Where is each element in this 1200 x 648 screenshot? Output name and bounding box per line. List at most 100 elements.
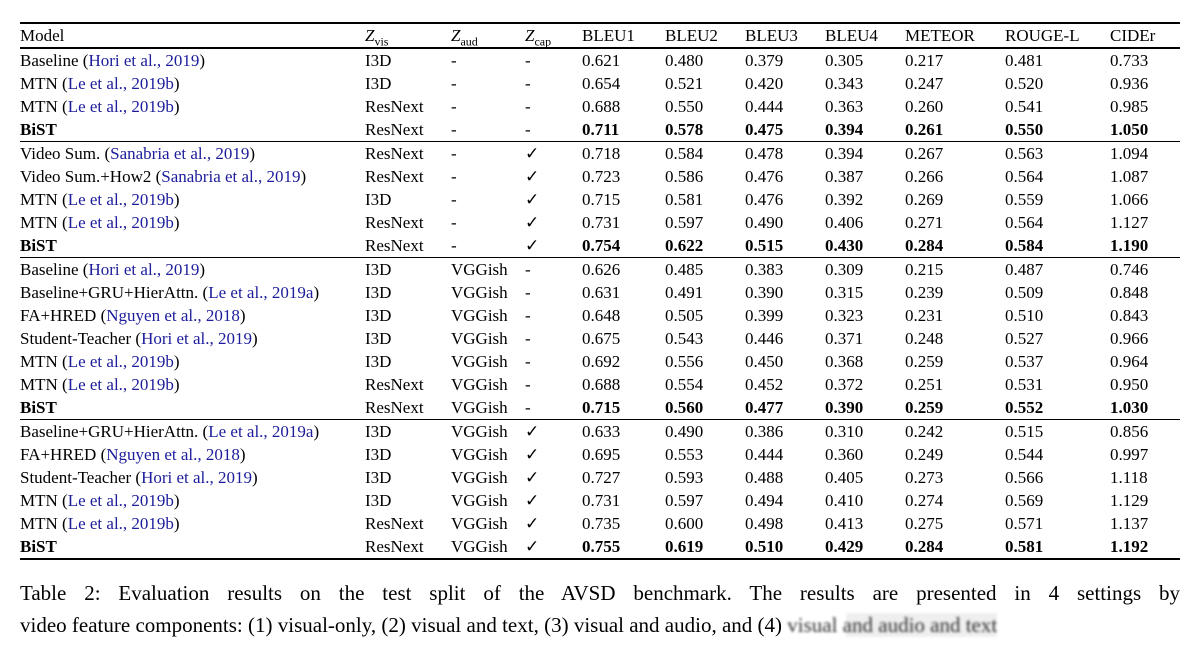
metric-value-cell: 0.274	[905, 490, 944, 510]
metric-value-cell: 0.480	[665, 50, 704, 70]
model-cell: Student-Teacher (Hori et al., 2019)	[20, 467, 258, 487]
metric-value-cell: 0.541	[1005, 96, 1044, 116]
zaud-cell: VGGish	[451, 328, 508, 348]
metric-value-cell: 0.310	[825, 421, 864, 441]
zaud-cell: VGGish	[451, 421, 508, 441]
table-row: BiST ResNext VGGish ✓ 0.755 0.619 0.510 0.429 0.…	[20, 535, 1180, 559]
metric-value-cell: 0.564	[1005, 212, 1044, 232]
citation-link[interactable]: Nguyen et al., 2018	[106, 305, 240, 325]
zvis-cell: ResNext	[365, 212, 424, 232]
table-row: MTN (Le et al., 2019b) ResNext - - 0.688 0.55…	[20, 95, 1180, 118]
metric-value-cell: 0.485	[665, 259, 704, 279]
metric-value-cell: 0.266	[905, 166, 944, 186]
metric-value-cell: 0.247	[905, 73, 944, 93]
citation-link[interactable]: Le et al., 2019b	[67, 212, 174, 232]
metric-value-cell: 0.856	[1110, 421, 1149, 441]
metric-value-cell: 0.586	[665, 166, 704, 186]
metric-value-cell: 0.394	[825, 119, 864, 139]
table-row: MTN (Le et al., 2019b) ResNext VGGish - 0.68…	[20, 373, 1180, 396]
metric-value-cell: 0.515	[745, 235, 784, 255]
zaud-cell: -	[451, 50, 457, 70]
citation-link[interactable]: Sanabria et al., 2019	[110, 143, 250, 163]
metric-value-cell: 0.273	[905, 467, 944, 487]
table-row: MTN (Le et al., 2019b) ResNext VGGish ✓ 0.73…	[20, 512, 1180, 535]
metric-value-cell: 0.593	[665, 467, 704, 487]
metric-value-cell: 0.498	[745, 513, 784, 533]
metric-value-cell: 0.481	[1005, 50, 1044, 70]
metric-value-cell: 0.556	[665, 351, 704, 371]
citation-link[interactable]: Hori et al., 2019	[88, 259, 200, 279]
metric-value-cell: 0.509	[1005, 282, 1044, 302]
citation-link[interactable]: Le et al., 2019b	[67, 189, 174, 209]
zvis-cell: I3D	[365, 490, 392, 510]
zcap-cell: -	[525, 96, 531, 116]
citation-link[interactable]: Le et al., 2019b	[67, 96, 174, 116]
citation-link[interactable]: Le et al., 2019b	[67, 73, 174, 93]
zvis-cell: ResNext	[365, 235, 424, 255]
citation-link[interactable]: Nguyen et al., 2018	[106, 444, 240, 464]
citation-link[interactable]: Hori et al., 2019	[141, 467, 253, 487]
metric-value-cell: 0.477	[745, 397, 784, 417]
zcap-cell: -	[525, 305, 531, 325]
metric-value-cell: 0.405	[825, 467, 864, 487]
metric-value-cell: 0.490	[745, 212, 784, 232]
zcap-cell: ✓	[525, 444, 540, 464]
column-header-z-vis: Zvis	[365, 25, 389, 48]
zvis-cell: ResNext	[365, 119, 424, 139]
column-header-model: Model	[20, 25, 65, 45]
model-name: MTN	[20, 96, 58, 116]
citation-link[interactable]: Le et al., 2019b	[67, 513, 174, 533]
zcap-cell: ✓	[525, 467, 540, 487]
citation-link[interactable]: Hori et al., 2019	[141, 328, 253, 348]
citation-link[interactable]: Le et al., 2019b	[67, 374, 174, 394]
zaud-cell: -	[451, 212, 457, 232]
citation-link[interactable]: Hori et al., 2019	[88, 50, 200, 70]
model-name: BiST	[20, 119, 57, 139]
zcap-cell: -	[525, 282, 531, 302]
metric-value-cell: 0.476	[745, 166, 784, 186]
model-name: Baseline	[20, 50, 79, 70]
zvis-cell: I3D	[365, 328, 392, 348]
metric-value-cell: 0.429	[825, 536, 864, 556]
zaud-cell: VGGish	[451, 490, 508, 510]
citation-link[interactable]: Le et al., 2019a	[208, 421, 314, 441]
metric-value-cell: 0.368	[825, 351, 864, 371]
metric-value-cell: 0.363	[825, 96, 864, 116]
zaud-cell: -	[451, 73, 457, 93]
metric-value-cell: 0.387	[825, 166, 864, 186]
metric-value-cell: 0.323	[825, 305, 864, 325]
metric-value-cell: 0.554	[665, 374, 704, 394]
citation-link[interactable]: Le et al., 2019b	[67, 351, 174, 371]
metric-value-cell: 0.848	[1110, 282, 1149, 302]
metric-value-cell: 0.688	[582, 374, 621, 394]
citation-link[interactable]: Le et al., 2019a	[208, 282, 314, 302]
metric-value-cell: 0.715	[582, 189, 621, 209]
citation-link[interactable]: Le et al., 2019b	[67, 490, 174, 510]
metric-value-cell: 0.695	[582, 444, 621, 464]
zvis-cell: ResNext	[365, 374, 424, 394]
model-cell: BiST	[20, 396, 365, 420]
metric-value-cell: 0.746	[1110, 259, 1149, 279]
metric-value-cell: 0.648	[582, 305, 621, 325]
model-name: Baseline	[20, 259, 79, 279]
column-header-bleu3: BLEU3	[745, 25, 798, 45]
model-name: Student-Teacher	[20, 467, 132, 487]
metric-value-cell: 0.360	[825, 444, 864, 464]
zaud-cell: -	[451, 143, 457, 163]
citation-link[interactable]: Sanabria et al., 2019	[161, 166, 301, 186]
metric-value-cell: 1.137	[1110, 513, 1149, 533]
metric-value-cell: 0.521	[665, 73, 704, 93]
metric-value-cell: 0.553	[665, 444, 704, 464]
metric-value-cell: 0.564	[1005, 166, 1044, 186]
column-header-rouge-l: ROUGE-L	[1005, 25, 1080, 45]
metric-value-cell: 0.510	[745, 536, 784, 556]
metric-value-cell: 0.452	[745, 374, 784, 394]
table-header-row: Model Zvis Zaud Zcap BLEU1 BLEU2 BLEU3 BLEU4 MET…	[20, 23, 1180, 48]
metric-value-cell: 0.964	[1110, 351, 1149, 371]
zvis-cell: ResNext	[365, 397, 424, 417]
zvis-cell: ResNext	[365, 96, 424, 116]
metric-value-cell: 0.966	[1110, 328, 1149, 348]
model-name: FA+HRED	[20, 305, 97, 325]
metric-value-cell: 1.050	[1110, 119, 1149, 139]
metric-value-cell: 0.284	[905, 235, 944, 255]
